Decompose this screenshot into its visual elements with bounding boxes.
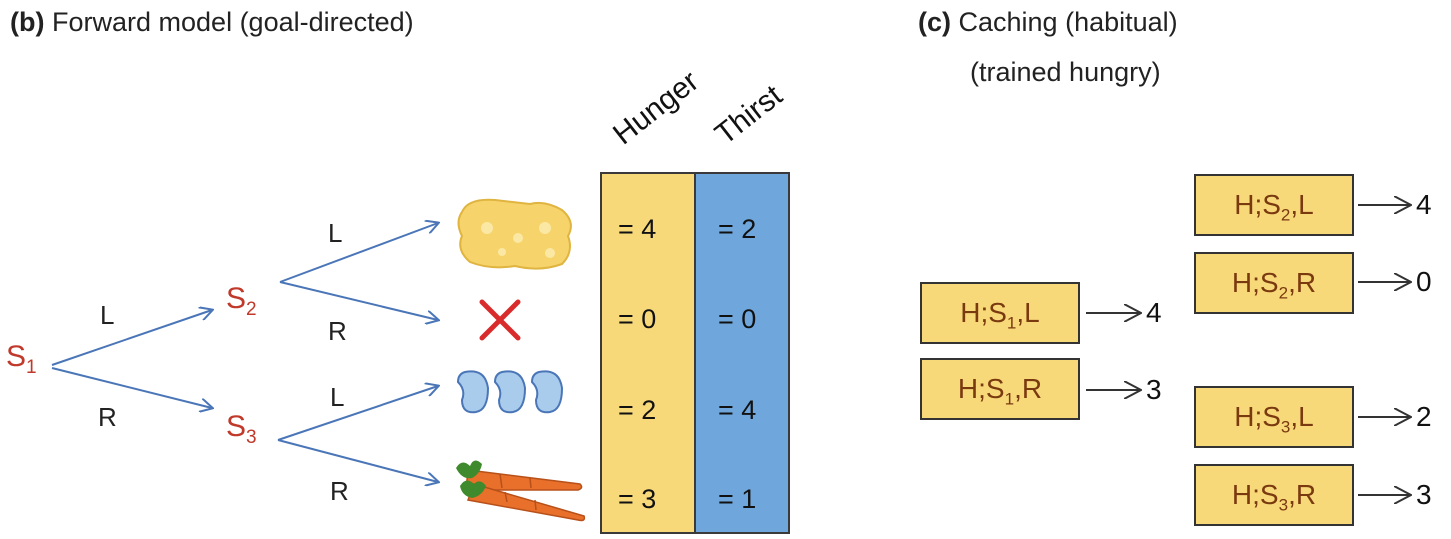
panel-b-letter: (b) (10, 7, 45, 37)
panel-c-subtitle: (trained hungry) (970, 57, 1161, 87)
action-label-s1-r: R (98, 402, 117, 432)
carrots-icon (456, 460, 586, 522)
panel-c-title: (c) Caching (habitual) (918, 6, 1178, 38)
action-label-s3-l: L (330, 382, 345, 412)
state-s3-sub: 3 (246, 427, 257, 448)
cache-value: 3 (1416, 479, 1432, 510)
thirst-value: = 2 (718, 214, 757, 244)
state-s1: S1 (6, 340, 37, 378)
action-label-s2-l: L (328, 218, 343, 248)
cache-entry-s1-l: H;S1,L (920, 282, 1080, 344)
hunger-value: = 0 (618, 304, 657, 334)
cache-value: 0 (1416, 266, 1432, 297)
arrow-s2-cross (279, 281, 438, 320)
cache-entry-s1-r: H;S1,R (920, 358, 1080, 420)
panel-c-letter: (c) (918, 7, 951, 37)
cache-value: 2 (1416, 401, 1432, 432)
panel-c-title-line1: Caching (habitual) (958, 7, 1178, 37)
state-s2-sub: 2 (246, 299, 257, 320)
cross-icon (479, 299, 521, 341)
thirst-value: = 4 (718, 395, 757, 425)
cache-value: 4 (1416, 189, 1432, 220)
arrow-s3-carrots (277, 439, 438, 482)
hunger-value: = 3 (618, 484, 657, 514)
action-label-s1-l: L (100, 300, 115, 330)
action-label-s3-r: R (330, 476, 349, 506)
arrow-s1-s3 (51, 367, 212, 408)
thirst-value: = 1 (718, 484, 757, 514)
state-s1-sub: 1 (26, 357, 37, 378)
hunger-value: = 4 (618, 214, 657, 244)
panel-b-title-text: Forward model (goal-directed) (52, 7, 414, 37)
cache-entry-s3-l: H;S3,L (1194, 386, 1354, 448)
state-s3: S3 (226, 410, 257, 448)
water-drops-icon (456, 370, 564, 414)
cache-value: 3 (1146, 374, 1162, 405)
cache-value: 4 (1146, 297, 1162, 328)
state-s2: S2 (226, 282, 257, 320)
cache-entry-s3-r: H;S3,R (1194, 464, 1354, 526)
hunger-value: = 2 (618, 395, 657, 425)
action-label-s2-r: R (328, 316, 347, 346)
panel-b-title: (b) Forward model (goal-directed) (10, 6, 414, 38)
thirst-value: = 0 (718, 304, 757, 334)
cache-entry-s2-l: H;S2,L (1194, 174, 1354, 236)
arrow-s2-cheese (279, 223, 438, 283)
cache-entry-s2-r: H;S2,R (1194, 252, 1354, 314)
arrow-s3-drops (277, 386, 438, 441)
thirst-column (694, 172, 790, 534)
cheese-icon (457, 198, 572, 270)
arrow-s1-s2 (51, 310, 212, 366)
